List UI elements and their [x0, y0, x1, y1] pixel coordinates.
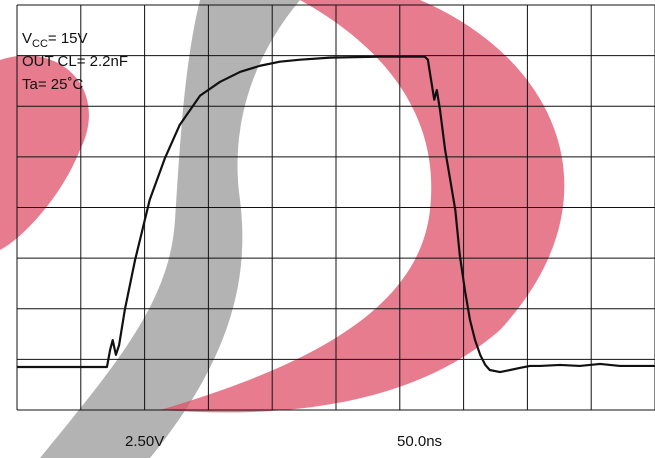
- time-per-div: 50.0ns: [397, 433, 442, 450]
- vcc-subscript: CC: [32, 38, 48, 50]
- watermark-arc: [40, 0, 300, 458]
- vcc-value: = 15V: [48, 30, 88, 47]
- waveform: [17, 55, 655, 374]
- temp-label: Ta= 25˚C: [22, 76, 83, 93]
- vcc-symbol: V: [22, 30, 32, 47]
- vcc-label: VCC= 15V: [22, 30, 88, 50]
- watermark-left: [0, 55, 89, 250]
- load-label: OUT CL= 2.2nF: [22, 53, 128, 70]
- grid: [16, 4, 655, 411]
- trace-layer: [17, 55, 655, 374]
- volts-per-div: 2.50V: [125, 433, 164, 450]
